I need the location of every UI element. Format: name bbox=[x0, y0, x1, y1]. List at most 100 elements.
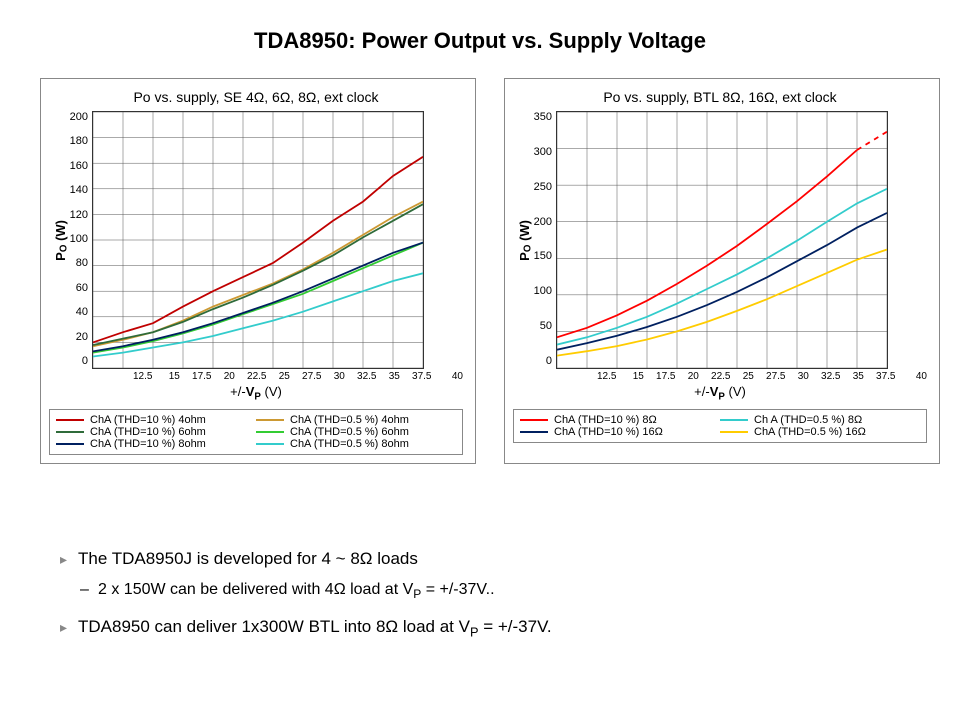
notes-block: The TDA8950J is developed for 4 ~ 8Ω loa… bbox=[60, 548, 900, 649]
x-tick-label: 25 bbox=[735, 371, 763, 382]
y-tick-label: 50 bbox=[540, 320, 552, 332]
plot-wrap: PO (W)200180160140120100806040200 bbox=[49, 111, 463, 369]
y-tick-label: 140 bbox=[70, 184, 88, 196]
legend-label: ChA (THD=10 %) 8Ω bbox=[554, 414, 657, 426]
y-tick-label: 150 bbox=[534, 250, 552, 262]
legend-swatch bbox=[256, 443, 284, 445]
series-line bbox=[557, 189, 887, 345]
y-axis-label: PO (W) bbox=[513, 220, 534, 261]
legend-label: ChA (THD=0.5 %) 4ohm bbox=[290, 414, 409, 426]
legend-label: Ch A (THD=0.5 %) 8Ω bbox=[754, 414, 862, 426]
series-line bbox=[557, 250, 887, 356]
x-axis-label: +/-VP (V) bbox=[91, 384, 421, 403]
page-title: TDA8950: Power Output vs. Supply Voltage bbox=[0, 28, 960, 54]
x-tick-label: 20 bbox=[680, 371, 708, 382]
legend-item: Ch A (THD=0.5 %) 8Ω bbox=[720, 414, 920, 426]
y-ticks: 200180160140120100806040200 bbox=[70, 111, 92, 367]
legend-label: ChA (THD=0.5 %) 16Ω bbox=[754, 426, 866, 438]
y-tick-label: 250 bbox=[534, 181, 552, 193]
plot-area bbox=[92, 111, 424, 369]
y-axis-label: PO (W) bbox=[49, 220, 70, 261]
x-tick-label: 12.5 bbox=[597, 371, 625, 382]
y-tick-label: 350 bbox=[534, 111, 552, 123]
x-tick-label: 35 bbox=[381, 371, 409, 382]
legend-item: ChA (THD=0.5 %) 8ohm bbox=[256, 438, 456, 450]
series-line bbox=[93, 157, 423, 343]
x-tick-label: 35 bbox=[845, 371, 873, 382]
x-axis-label: +/-VP (V) bbox=[555, 384, 885, 403]
legend-label: ChA (THD=10 %) 6ohm bbox=[90, 426, 206, 438]
x-ticks: 12.51517.52022.52527.53032.53537.540 bbox=[597, 371, 927, 382]
legend-item: ChA (THD=0.5 %) 16Ω bbox=[720, 426, 920, 438]
x-tick-label: 12.5 bbox=[133, 371, 161, 382]
x-tick-label: 30 bbox=[790, 371, 818, 382]
series-line-dashed bbox=[857, 132, 887, 150]
x-tick-label: 15 bbox=[625, 371, 653, 382]
x-tick-label: 15 bbox=[161, 371, 189, 382]
charts-container: Po vs. supply, SE 4Ω, 6Ω, 8Ω, ext clockP… bbox=[40, 78, 920, 464]
legend-label: ChA (THD=10 %) 4ohm bbox=[90, 414, 206, 426]
x-ticks: 12.51517.52022.52527.53032.53537.540 bbox=[133, 371, 463, 382]
legend-swatch bbox=[720, 419, 748, 421]
y-tick-label: 0 bbox=[546, 355, 552, 367]
bullet-subitem: 2 x 150W can be delivered with 4Ω load a… bbox=[60, 579, 900, 602]
series-line bbox=[93, 243, 423, 353]
x-tick-label: 17.5 bbox=[652, 371, 680, 382]
legend-swatch bbox=[56, 443, 84, 445]
bullet-item: The TDA8950J is developed for 4 ~ 8Ω loa… bbox=[60, 548, 900, 571]
legend-label: ChA (THD=10 %) 8ohm bbox=[90, 438, 206, 450]
legend-item: ChA (THD=10 %) 4ohm bbox=[56, 414, 256, 426]
legend-item: ChA (THD=10 %) 8Ω bbox=[520, 414, 720, 426]
legend-swatch bbox=[56, 431, 84, 433]
y-tick-label: 120 bbox=[70, 209, 88, 221]
y-tick-label: 300 bbox=[534, 146, 552, 158]
legend-label: ChA (THD=0.5 %) 6ohm bbox=[290, 426, 409, 438]
y-tick-label: 180 bbox=[70, 135, 88, 147]
page-root: TDA8950: Power Output vs. Supply Voltage… bbox=[0, 0, 960, 720]
legend-label: ChA (THD=0.5 %) 8ohm bbox=[290, 438, 409, 450]
plot-wrap: PO (W) 350 300 250 200 150 100 50 0 bbox=[513, 111, 927, 369]
legend-item: ChA (THD=0.5 %) 4ohm bbox=[256, 414, 456, 426]
y-tick-label: 0 bbox=[82, 355, 88, 367]
legend-item: ChA (THD=10 %) 16Ω bbox=[520, 426, 720, 438]
y-ticks: 350 300 250 200 150 100 50 0 bbox=[534, 111, 556, 367]
x-tick-label: 27.5 bbox=[298, 371, 326, 382]
legend: ChA (THD=10 %) 4ohmChA (THD=0.5 %) 4ohmC… bbox=[49, 409, 463, 455]
y-tick-label: 20 bbox=[76, 331, 88, 343]
legend-item: ChA (THD=10 %) 8ohm bbox=[56, 438, 256, 450]
y-tick-label: 80 bbox=[76, 257, 88, 269]
y-tick-label: 40 bbox=[76, 306, 88, 318]
x-tick-label: 17.5 bbox=[188, 371, 216, 382]
chart-panel-0: Po vs. supply, SE 4Ω, 6Ω, 8Ω, ext clockP… bbox=[40, 78, 476, 464]
legend-swatch bbox=[56, 419, 84, 421]
legend-item: ChA (THD=0.5 %) 6ohm bbox=[256, 426, 456, 438]
legend-label: ChA (THD=10 %) 16Ω bbox=[554, 426, 663, 438]
bullet-item: TDA8950 can deliver 1x300W BTL into 8Ω l… bbox=[60, 616, 900, 641]
chart-title: Po vs. supply, BTL 8Ω, 16Ω, ext clock bbox=[513, 89, 927, 105]
legend: ChA (THD=10 %) 8ΩCh A (THD=0.5 %) 8ΩChA … bbox=[513, 409, 927, 443]
y-tick-label: 60 bbox=[76, 282, 88, 294]
x-tick-label: 37.5 bbox=[872, 371, 900, 382]
x-tick-label: 40 bbox=[900, 371, 928, 382]
y-tick-label: 200 bbox=[70, 111, 88, 123]
y-tick-label: 200 bbox=[534, 216, 552, 228]
x-tick-label: 20 bbox=[216, 371, 244, 382]
y-tick-label: 160 bbox=[70, 160, 88, 172]
y-tick-label: 100 bbox=[534, 285, 552, 297]
x-tick-label: 22.5 bbox=[243, 371, 271, 382]
y-tick-label: 100 bbox=[70, 233, 88, 245]
legend-swatch bbox=[256, 431, 284, 433]
x-tick-label: 25 bbox=[271, 371, 299, 382]
legend-item: ChA (THD=10 %) 6ohm bbox=[56, 426, 256, 438]
plot-area bbox=[556, 111, 888, 369]
legend-swatch bbox=[256, 419, 284, 421]
legend-swatch bbox=[720, 431, 748, 433]
legend-swatch bbox=[520, 431, 548, 433]
x-tick-label: 37.5 bbox=[408, 371, 436, 382]
chart-panel-1: Po vs. supply, BTL 8Ω, 16Ω, ext clock PO … bbox=[504, 78, 940, 464]
x-tick-label: 40 bbox=[436, 371, 464, 382]
x-tick-label: 22.5 bbox=[707, 371, 735, 382]
legend-swatch bbox=[520, 419, 548, 421]
x-tick-label: 32.5 bbox=[817, 371, 845, 382]
x-tick-label: 30 bbox=[326, 371, 354, 382]
